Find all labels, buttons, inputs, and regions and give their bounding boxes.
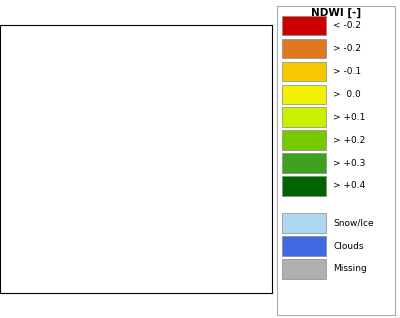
Text: Snow/Ice: Snow/Ice [334,218,374,228]
FancyBboxPatch shape [282,236,326,256]
Text: >  0.0: > 0.0 [334,90,361,99]
FancyBboxPatch shape [282,62,326,81]
Text: < -0.2: < -0.2 [334,21,362,30]
Text: > +0.3: > +0.3 [334,158,366,168]
FancyBboxPatch shape [282,153,326,173]
FancyBboxPatch shape [282,39,326,58]
FancyBboxPatch shape [282,213,326,233]
Text: Clouds: Clouds [334,241,364,251]
FancyBboxPatch shape [282,85,326,104]
Text: > -0.1: > -0.1 [334,67,362,76]
FancyBboxPatch shape [282,176,326,196]
FancyBboxPatch shape [282,16,326,35]
Text: > -0.2: > -0.2 [334,44,362,53]
Text: > +0.1: > +0.1 [334,113,366,122]
Text: NDWI [-]: NDWI [-] [311,8,361,18]
FancyBboxPatch shape [282,107,326,127]
Text: > +0.4: > +0.4 [334,181,366,190]
FancyBboxPatch shape [282,130,326,150]
Text: Missing: Missing [334,264,367,273]
FancyBboxPatch shape [282,259,326,279]
Text: > +0.2: > +0.2 [334,135,366,145]
